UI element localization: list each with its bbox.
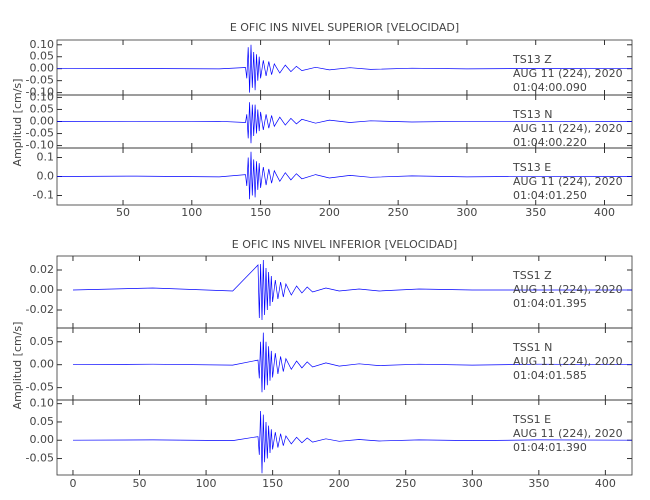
y-tick-label: 0.00 xyxy=(30,433,55,446)
x-tick-label: 100 xyxy=(196,477,217,490)
station-label: TS13 N xyxy=(512,108,552,121)
x-tick-label: 100 xyxy=(181,206,202,219)
y-tick-label: -0.05 xyxy=(26,74,54,87)
date-label: AUG 11 (224), 2020 xyxy=(513,427,623,440)
chart-title: E OFIC INS NIVEL INFERIOR [VELOCIDAD] xyxy=(232,238,457,251)
station-label: TSS1 E xyxy=(512,413,551,426)
x-tick-label: 150 xyxy=(262,477,283,490)
y-tick-label: 0.00 xyxy=(30,358,55,371)
waveform xyxy=(56,151,633,200)
y-tick-label: -0.02 xyxy=(26,303,54,316)
date-label: AUG 11 (224), 2020 xyxy=(513,283,623,296)
y-tick-label: 0.05 xyxy=(30,102,55,115)
x-tick-label: 400 xyxy=(595,477,616,490)
y-tick-label: 0.0 xyxy=(37,170,55,183)
y-axis-label: Amplitud [cm/s] xyxy=(11,322,24,410)
y-tick-label: 0.10 xyxy=(30,90,55,103)
y-tick-label: 0.00 xyxy=(30,283,55,296)
y-tick-label: 0.00 xyxy=(30,115,55,128)
y-tick-label: 0.10 xyxy=(30,397,55,410)
x-tick-label: 50 xyxy=(116,206,130,219)
x-tick-label: 250 xyxy=(388,206,409,219)
y-tick-label: -0.10 xyxy=(26,86,54,99)
waveform xyxy=(72,410,633,474)
x-tick-label: 50 xyxy=(133,477,147,490)
time-label: 01:04:00.220 xyxy=(513,136,587,149)
chart-title: E OFIC INS NIVEL SUPERIOR [VELOCIDAD] xyxy=(230,21,459,34)
time-label: 01:04:00.090 xyxy=(513,81,587,94)
y-tick-label: -0.05 xyxy=(26,381,54,394)
time-label: 01:04:01.390 xyxy=(513,441,587,454)
x-tick-label: 0 xyxy=(69,477,76,490)
date-label: AUG 11 (224), 2020 xyxy=(513,67,623,80)
waveform xyxy=(72,259,632,321)
time-label: 01:04:01.395 xyxy=(513,297,587,310)
y-tick-label: 0.00 xyxy=(30,62,55,75)
y-tick-label: -0.1 xyxy=(33,189,54,202)
y-tick-label: 0.05 xyxy=(30,415,55,428)
panel-frame xyxy=(56,399,633,476)
station-label: TSS1 N xyxy=(512,341,552,354)
x-tick-label: 150 xyxy=(250,206,271,219)
date-label: AUG 11 (224), 2020 xyxy=(513,175,623,188)
y-tick-label: 0.1 xyxy=(37,151,55,164)
y-tick-label: 0.10 xyxy=(30,38,55,51)
station-label: TSS1 Z xyxy=(512,269,552,282)
waveform xyxy=(72,332,633,393)
station-label: TS13 E xyxy=(512,161,551,174)
y-tick-label: -0.05 xyxy=(26,127,54,140)
station-label: TS13 Z xyxy=(512,53,552,66)
time-label: 01:04:01.250 xyxy=(513,189,587,202)
date-label: AUG 11 (224), 2020 xyxy=(513,122,623,135)
x-tick-label: 300 xyxy=(456,206,477,219)
y-tick-label: 0.02 xyxy=(30,263,55,276)
y-axis-label: Amplitud [cm/s] xyxy=(11,79,24,167)
x-tick-label: 200 xyxy=(329,477,350,490)
x-tick-label: 350 xyxy=(525,206,546,219)
waveform xyxy=(56,102,633,144)
x-tick-label: 300 xyxy=(462,477,483,490)
y-tick-label: 0.05 xyxy=(30,335,55,348)
time-label: 01:04:01.585 xyxy=(513,369,587,382)
date-label: AUG 11 (224), 2020 xyxy=(513,355,623,368)
x-tick-label: 250 xyxy=(395,477,416,490)
y-tick-label: -0.10 xyxy=(26,139,54,152)
x-tick-label: 400 xyxy=(594,206,615,219)
x-tick-label: 350 xyxy=(528,477,549,490)
y-tick-label: -0.05 xyxy=(26,452,54,465)
y-tick-label: 0.05 xyxy=(30,50,55,63)
waveform xyxy=(56,44,633,93)
x-tick-label: 200 xyxy=(319,206,340,219)
